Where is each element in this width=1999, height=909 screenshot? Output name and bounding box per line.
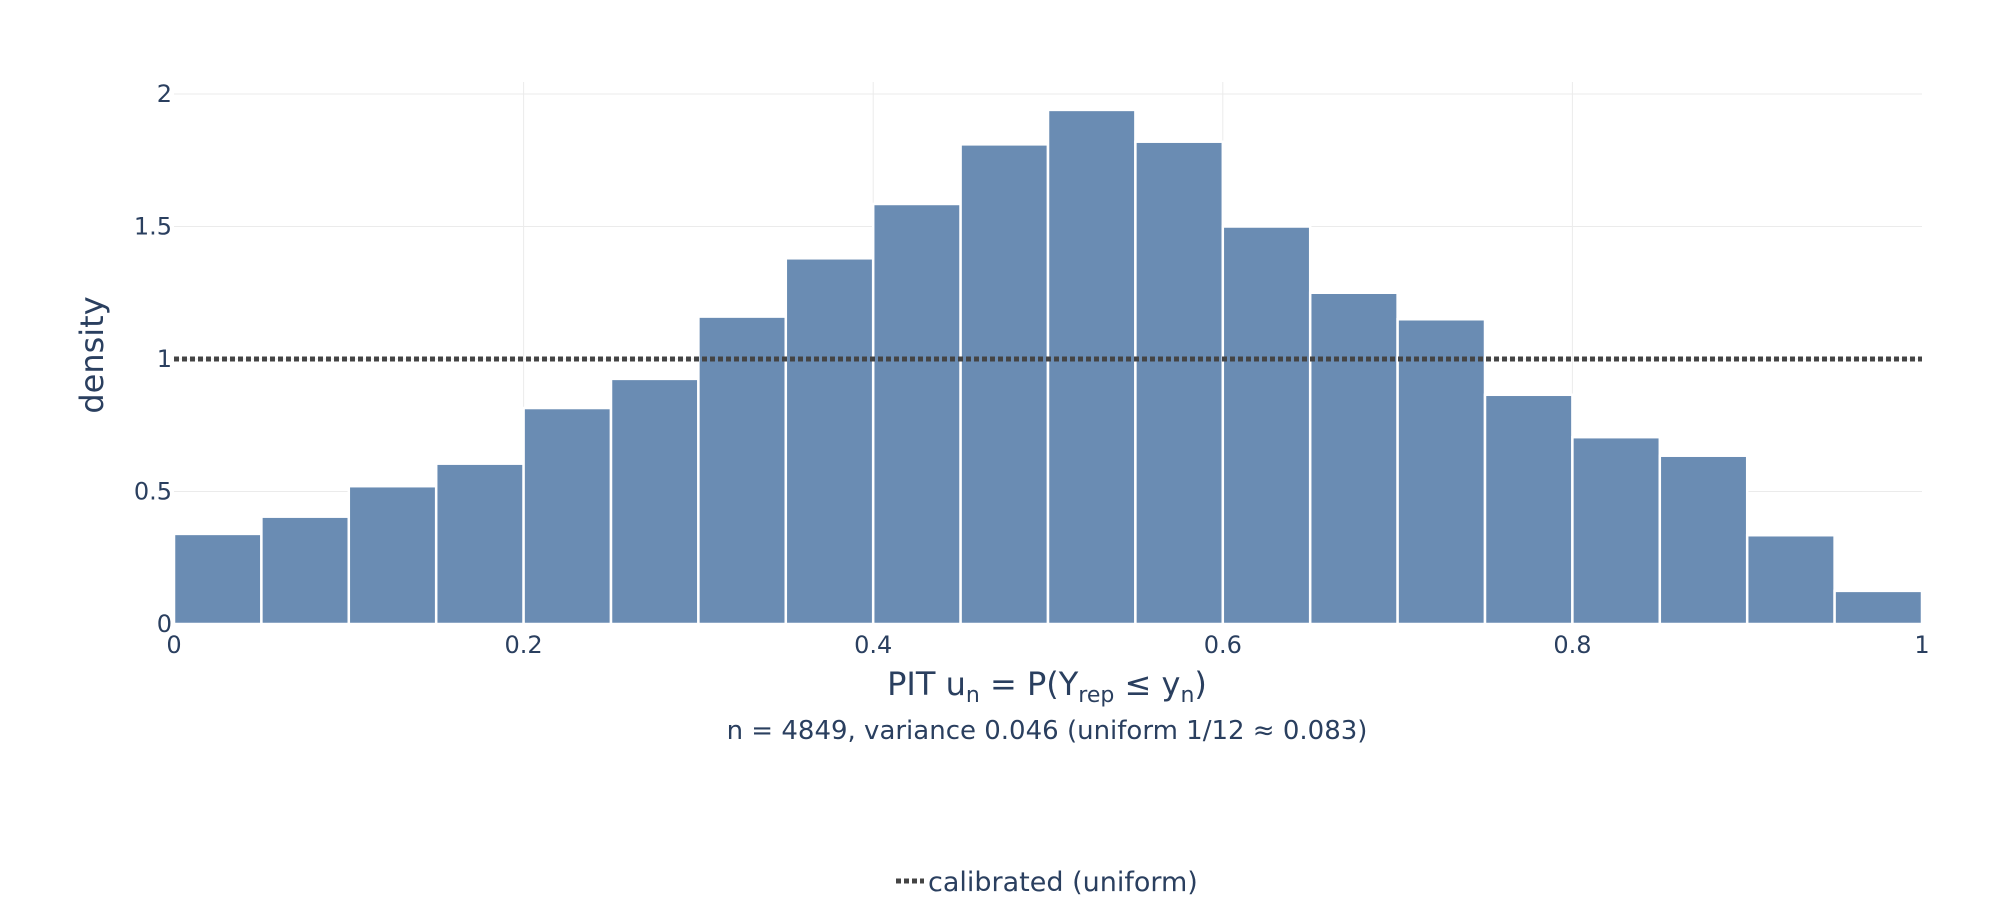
histogram-bar[interactable] xyxy=(1658,454,1749,626)
x-tick-label: 0.8 xyxy=(1553,631,1591,659)
y-tick-label: 0 xyxy=(157,610,172,638)
histogram-bar[interactable] xyxy=(784,257,875,626)
histogram-bars xyxy=(172,108,1924,626)
x-tick-label: 0.6 xyxy=(1204,631,1242,659)
y-tick-label: 2 xyxy=(157,80,172,108)
histogram-bar[interactable] xyxy=(1571,435,1662,626)
x-tick-label: 0 xyxy=(166,631,181,659)
histogram-bar[interactable] xyxy=(1745,533,1836,626)
x-tick-label: 0.2 xyxy=(505,631,543,659)
y-axis-ticks: 0 0.5 1 1.5 2 xyxy=(134,80,172,638)
histogram-bar[interactable] xyxy=(1134,140,1225,626)
histogram-bar[interactable] xyxy=(1221,225,1312,626)
histogram-bar[interactable] xyxy=(347,484,438,626)
y-axis-title: density xyxy=(73,296,111,413)
chart-subtitle: n = 4849, variance 0.046 (uniform 1/12 ≈… xyxy=(727,716,1368,746)
histogram-bar[interactable] xyxy=(1308,291,1399,626)
x-tick-label: 1 xyxy=(1914,631,1929,659)
histogram-bar[interactable] xyxy=(1483,393,1574,626)
histogram-bar[interactable] xyxy=(522,406,613,626)
histogram-bar[interactable] xyxy=(959,143,1050,626)
histogram-bar[interactable] xyxy=(1396,318,1487,626)
histogram-bar[interactable] xyxy=(260,515,351,626)
legend[interactable]: calibrated (uniform) xyxy=(896,867,1198,898)
x-axis-title: PIT un = P(Yrep ≤ yn) xyxy=(887,665,1207,708)
histogram-bar[interactable] xyxy=(434,462,525,626)
legend-label: calibrated (uniform) xyxy=(928,867,1198,898)
histogram-bar[interactable] xyxy=(697,315,788,626)
x-axis-ticks: 0 0.2 0.4 0.6 0.8 1 xyxy=(166,631,1929,659)
y-tick-label: 0.5 xyxy=(134,478,172,506)
histogram-bar[interactable] xyxy=(172,532,263,626)
x-tick-label: 0.4 xyxy=(854,631,892,659)
histogram-bar[interactable] xyxy=(1046,108,1137,626)
histogram-bar[interactable] xyxy=(609,377,700,626)
histogram-bar[interactable] xyxy=(1833,589,1924,626)
y-tick-label: 1.5 xyxy=(134,213,172,241)
histogram-bar[interactable] xyxy=(871,202,962,626)
y-tick-label: 1 xyxy=(157,345,172,373)
